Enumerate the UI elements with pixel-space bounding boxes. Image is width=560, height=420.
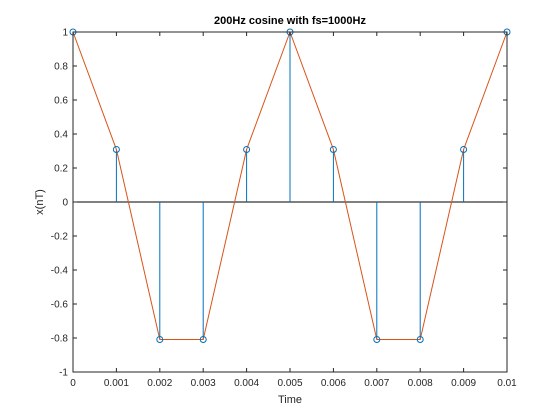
x-tick-label: 0.006	[321, 378, 346, 389]
x-tick-label: 0.001	[104, 378, 129, 389]
x-tick-label: 0.008	[408, 378, 433, 389]
stem-marker	[112, 145, 120, 153]
stem-marker	[416, 336, 424, 344]
y-tick-label: 0.8	[54, 62, 68, 73]
y-tick-label: 0.2	[54, 164, 68, 175]
x-tick-label: 0.004	[234, 378, 259, 389]
y-tick-label: -0.8	[51, 334, 69, 345]
chart-title: 200Hz cosine with fs=1000Hz	[214, 15, 366, 27]
y-tick-label: 0.4	[54, 130, 68, 141]
y-tick-label: -0.2	[51, 232, 69, 243]
stem-marker	[373, 336, 381, 344]
y-tick-label: 0.6	[54, 96, 68, 107]
y-tick-label: -0.4	[51, 266, 69, 277]
ticks-group	[72, 31, 508, 373]
y-tick-label: 1	[62, 28, 68, 39]
stem-marker	[156, 336, 164, 344]
x-tick-label: 0.005	[277, 378, 302, 389]
tick-labels-group: 0 0.001 0.002 0.003 0.004 0.005 0.006 0.007 0.00…	[51, 28, 517, 390]
x-axis-label: Time	[278, 394, 302, 406]
y-tick-label: -1	[59, 368, 68, 379]
stem-marker	[329, 145, 337, 153]
x-tick-label: 0.009	[451, 378, 476, 389]
x-tick-label: 0	[70, 378, 76, 389]
x-tick-label: 0.007	[364, 378, 389, 389]
y-tick-label: 0	[62, 198, 68, 209]
stem-marker	[460, 145, 468, 153]
stem-marker	[199, 336, 207, 344]
stem-marker	[243, 145, 251, 153]
x-tick-label: 0.002	[147, 378, 172, 389]
y-tick-label: -0.6	[51, 300, 69, 311]
x-tick-label: 0.003	[191, 378, 216, 389]
y-axis-label: x(nT)	[34, 189, 46, 215]
x-tick-label: 0.01	[497, 378, 517, 389]
